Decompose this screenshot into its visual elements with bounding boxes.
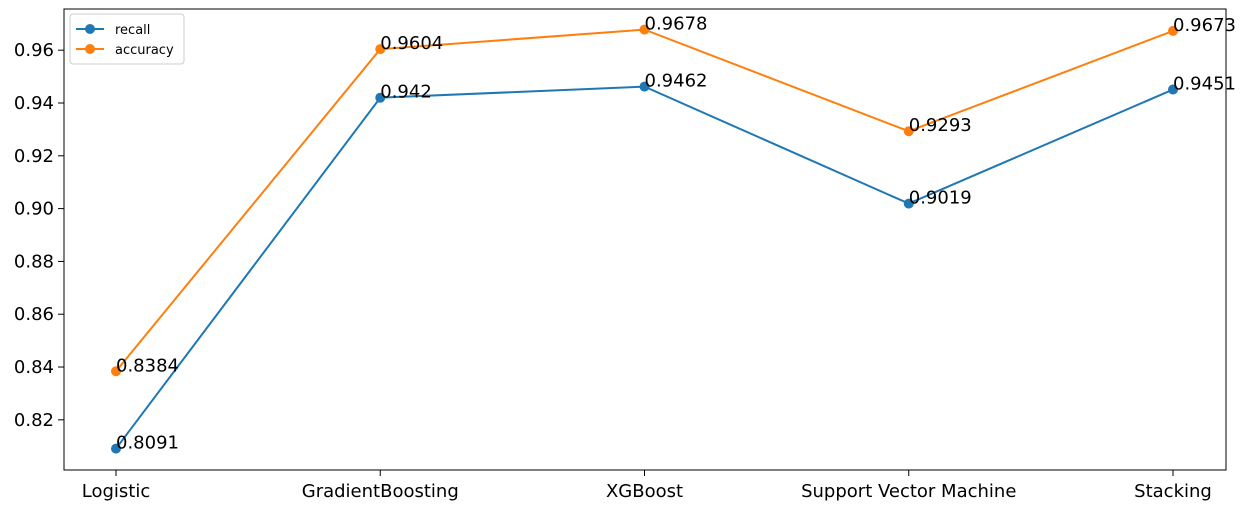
data-label-recall: 0.9462	[645, 71, 708, 92]
data-label-recall: 0.9451	[1173, 74, 1236, 95]
legend-box	[69, 13, 185, 65]
legend: recall accuracy	[69, 13, 185, 65]
data-label-accuracy: 0.9604	[380, 33, 443, 54]
y-tick-label: 0.92	[14, 146, 54, 167]
y-tick-label: 0.84	[14, 357, 54, 378]
legend-label-recall: recall	[115, 23, 150, 38]
point-recall	[1168, 84, 1178, 95]
point-accuracy	[1168, 25, 1178, 36]
y-tick-label: 0.88	[14, 251, 54, 272]
y-tick-label: 0.90	[14, 199, 54, 220]
point-accuracy	[903, 126, 914, 137]
data-label-accuracy: 0.9293	[909, 115, 972, 136]
data-label-recall: 0.8091	[116, 433, 179, 454]
x-tick-label: Stacking	[1134, 481, 1212, 502]
legend-label-accuracy: accuracy	[115, 43, 174, 58]
data-label-recall: 0.942	[380, 82, 432, 103]
x-axis: Logistic GradientBoosting XGBoost Support V…	[82, 470, 1212, 502]
data-label-accuracy: 0.9678	[645, 14, 708, 35]
point-accuracy	[111, 366, 121, 377]
point-accuracy	[375, 44, 386, 55]
y-tick-label: 0.82	[14, 410, 54, 431]
point-recall	[111, 443, 121, 454]
data-label-accuracy: 0.8384	[116, 355, 179, 376]
point-recall	[639, 81, 650, 92]
y-tick-label: 0.96	[14, 40, 54, 61]
y-tick-label: 0.94	[14, 93, 54, 114]
y-axis: 0.82 0.84 0.86 0.88 0.90 0.92 0.94 0.96	[14, 40, 64, 431]
legend-entry-accuracy: accuracy	[76, 43, 174, 58]
y-tick-label: 0.86	[14, 304, 54, 325]
x-tick-label: Support Vector Machine	[801, 481, 1016, 502]
x-tick-label: Logistic	[82, 481, 150, 502]
series-layer	[111, 24, 1178, 454]
point-recall	[375, 92, 386, 103]
data-label-accuracy: 0.9673	[1173, 15, 1236, 36]
data-label-recall: 0.9019	[909, 188, 972, 209]
point-accuracy	[639, 24, 650, 35]
x-tick-label: GradientBoosting	[302, 481, 459, 502]
data-labels: 0.8091 0.942 0.9462 0.9019 0.9451 0.8384 0.960…	[116, 14, 1236, 454]
legend-entry-recall: recall	[76, 23, 150, 38]
point-recall	[903, 198, 914, 209]
x-tick-label: XGBoost	[606, 481, 683, 502]
